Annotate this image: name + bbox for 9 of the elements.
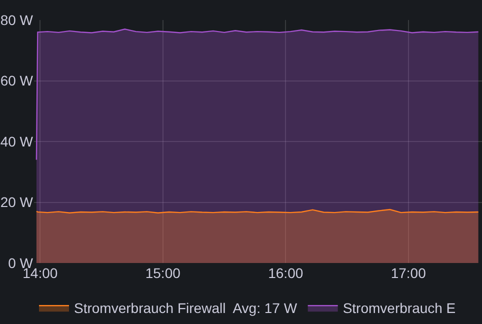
x-tick-label: 15:00: [145, 265, 181, 281]
legend-label: Stromverbrauch E: [342, 300, 456, 316]
x-tick-label: 17:00: [390, 265, 426, 281]
y-tick-label: 40 W: [0, 133, 34, 150]
x-tick-label: 16:00: [268, 265, 304, 281]
y-tick-label: 80 W: [0, 12, 34, 28]
legend-label: Stromverbrauch Firewall Avg: 17 W: [74, 300, 298, 316]
y-tick-label: 20 W: [0, 194, 34, 210]
y-tick-label: 60 W: [0, 72, 34, 89]
